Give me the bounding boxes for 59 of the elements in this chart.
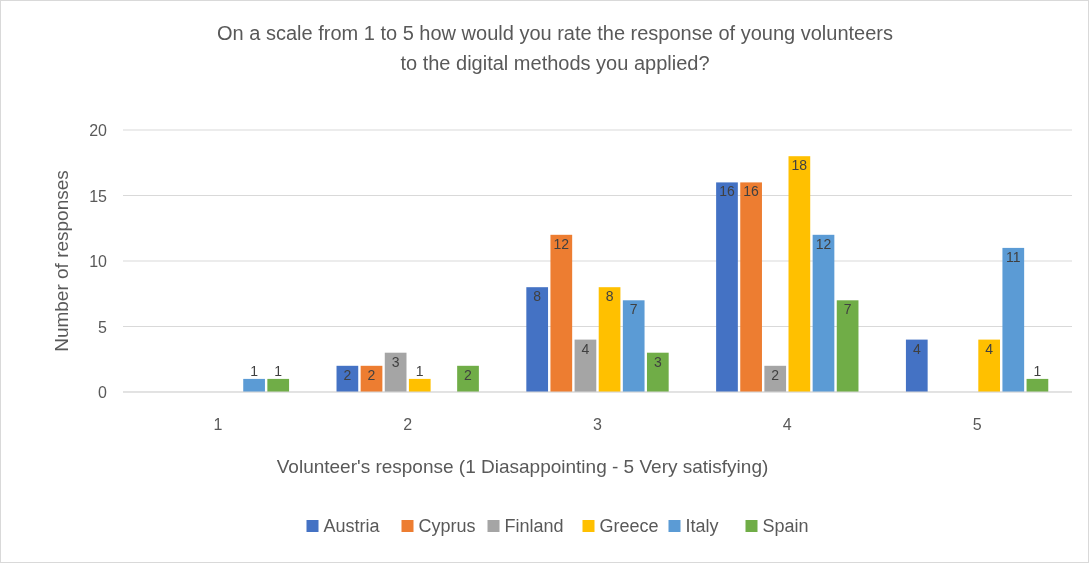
y-tick-label: 0 bbox=[98, 384, 108, 401]
data-label: 2 bbox=[771, 366, 780, 383]
data-label: 12 bbox=[815, 235, 832, 252]
data-label: 1 bbox=[415, 362, 424, 379]
bar bbox=[978, 339, 1001, 392]
data-label: 2 bbox=[464, 366, 473, 383]
legend-label: Italy bbox=[685, 516, 719, 536]
bar bbox=[622, 300, 645, 392]
data-label: 16 bbox=[719, 183, 735, 200]
data-label: 8 bbox=[533, 288, 542, 305]
data-label: 1 bbox=[250, 362, 259, 379]
legend-label: Greece bbox=[599, 516, 659, 536]
bar bbox=[740, 182, 762, 392]
legend-label: Spain bbox=[762, 516, 809, 536]
data-label: 3 bbox=[653, 353, 662, 370]
data-label: 8 bbox=[605, 288, 614, 305]
bar bbox=[243, 378, 265, 392]
data-label: 18 bbox=[791, 157, 808, 174]
data-label: 3 bbox=[391, 353, 400, 370]
bar bbox=[716, 182, 738, 392]
x-tick-label: 3 bbox=[593, 416, 603, 433]
bar bbox=[267, 378, 290, 392]
bar bbox=[812, 234, 835, 392]
data-label: 2 bbox=[343, 366, 352, 383]
data-label: 12 bbox=[553, 235, 570, 252]
chart-title: On a scale from 1 to 5 how would you rate the response of young volunteers to the digital methods you applied? bbox=[217, 22, 893, 74]
legend-label: Finland bbox=[504, 516, 564, 536]
data-label: 1 bbox=[274, 362, 283, 379]
y-tick-label: 15 bbox=[89, 187, 108, 205]
legend-label: Cyprus bbox=[418, 516, 476, 536]
bar bbox=[526, 287, 549, 392]
bar bbox=[788, 156, 811, 392]
legend-label: Austria bbox=[323, 516, 381, 536]
bar bbox=[408, 378, 431, 392]
data-label: 16 bbox=[743, 183, 760, 200]
x-tick-label: 4 bbox=[782, 416, 792, 433]
bar bbox=[598, 287, 621, 392]
bar bbox=[905, 339, 928, 392]
x-tick-label: 5 bbox=[972, 416, 982, 433]
data-label: 7 bbox=[843, 301, 852, 318]
y-axis-title: Number of responses bbox=[51, 170, 72, 352]
data-label: 1 bbox=[1033, 362, 1042, 379]
y-tick-label: 10 bbox=[89, 253, 108, 270]
y-tick-label: 20 bbox=[89, 122, 108, 139]
data-label: 4 bbox=[912, 340, 921, 357]
x-tick-label: 2 bbox=[403, 416, 413, 433]
y-tick-label: 5 bbox=[98, 318, 108, 336]
bar bbox=[550, 234, 573, 392]
bar bbox=[836, 300, 859, 392]
bar bbox=[646, 352, 669, 392]
data-label: 4 bbox=[985, 340, 994, 357]
x-tick-label: 1 bbox=[213, 416, 223, 433]
data-label: 2 bbox=[367, 366, 376, 383]
data-label: 7 bbox=[629, 301, 638, 318]
bar bbox=[1002, 247, 1025, 392]
data-label: 4 bbox=[581, 340, 590, 357]
bar bbox=[574, 339, 597, 392]
x-axis-title: Volunteer's response (1 Diasappointing - 5 Very satisfying) bbox=[276, 456, 769, 477]
data-label: 11 bbox=[1006, 248, 1021, 265]
